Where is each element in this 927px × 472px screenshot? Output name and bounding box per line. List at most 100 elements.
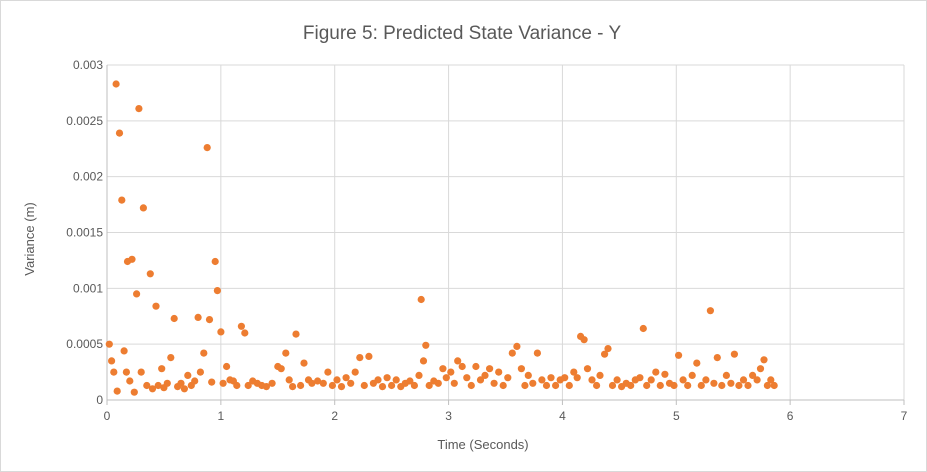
data-point [517, 365, 526, 373]
data-point [135, 105, 143, 113]
data-point [410, 381, 418, 390]
data-point [495, 368, 503, 376]
data-point [710, 379, 718, 387]
data-point [177, 379, 185, 387]
data-point [146, 270, 154, 278]
data-point [237, 322, 245, 330]
data-point [679, 376, 687, 384]
data-points [105, 80, 778, 396]
data-point [351, 368, 359, 376]
gridlines [107, 64, 905, 400]
data-point [289, 383, 297, 391]
data-point [481, 371, 489, 379]
data-point [472, 362, 480, 371]
data-point [513, 342, 521, 350]
data-point [122, 368, 130, 376]
data-point [661, 370, 669, 378]
data-point [392, 376, 400, 384]
data-point [308, 379, 316, 387]
data-point [675, 351, 683, 359]
data-point [447, 368, 455, 376]
data-point [139, 204, 147, 212]
data-point [756, 365, 765, 373]
data-point [324, 368, 332, 376]
data-point [753, 376, 761, 384]
data-point [499, 381, 507, 390]
x-tick-label: 0 [104, 409, 111, 423]
data-point [521, 381, 529, 390]
data-point [419, 357, 428, 365]
data-point [538, 376, 546, 384]
data-point [137, 368, 145, 376]
y-tick-label: 0.0005 [66, 337, 103, 351]
x-tick-label: 7 [901, 409, 908, 423]
data-point [148, 385, 157, 393]
data-point [570, 368, 578, 376]
data-point [314, 377, 322, 385]
data-point [108, 357, 116, 365]
data-point [727, 379, 735, 387]
data-point [627, 381, 635, 390]
data-point [593, 381, 601, 390]
data-point [277, 365, 285, 373]
data-point [739, 376, 748, 384]
data-point [608, 381, 617, 390]
y-tick-label: 0.0025 [66, 114, 103, 128]
data-point [328, 381, 336, 390]
data-point [702, 376, 710, 384]
axes [106, 65, 905, 405]
data-point [217, 328, 225, 336]
data-point [219, 379, 227, 387]
data-point [158, 365, 166, 373]
data-point [439, 365, 447, 373]
data-point [223, 362, 231, 371]
data-point [422, 341, 430, 349]
data-point [130, 388, 138, 396]
data-point [241, 329, 249, 337]
data-point [652, 368, 660, 376]
data-point [529, 379, 537, 387]
data-point [588, 376, 596, 384]
data-point [744, 381, 752, 390]
data-point [112, 80, 120, 88]
data-point [688, 371, 696, 379]
data-point [770, 381, 778, 390]
data-point [118, 196, 126, 204]
data-point [347, 379, 355, 387]
data-point [656, 381, 664, 390]
data-point [722, 371, 731, 379]
data-point [333, 376, 341, 384]
data-point [292, 330, 300, 338]
x-tick-label: 5 [673, 409, 680, 423]
data-point [152, 302, 160, 310]
data-point [105, 340, 113, 348]
data-point [749, 371, 757, 379]
data-point [211, 257, 219, 266]
data-point [486, 365, 494, 373]
data-point [601, 350, 609, 358]
y-tick-label: 0 [96, 393, 103, 407]
data-point [613, 376, 621, 384]
data-point [120, 347, 128, 355]
y-tick-label: 0.0015 [66, 226, 103, 240]
data-point [356, 354, 364, 362]
data-point [213, 287, 221, 295]
data-point [167, 354, 175, 362]
x-tick-label: 2 [331, 409, 338, 423]
data-point [143, 381, 151, 390]
data-point [388, 381, 396, 390]
data-point [533, 349, 542, 357]
data-point [115, 129, 124, 137]
data-point [233, 381, 241, 390]
data-point [378, 383, 387, 391]
data-point [365, 352, 373, 360]
data-point [639, 324, 647, 333]
data-point [561, 374, 569, 382]
data-point [406, 377, 414, 385]
data-point [244, 381, 252, 390]
data-point [319, 379, 327, 387]
data-point [596, 371, 604, 379]
data-point [463, 374, 471, 382]
data-point [417, 295, 425, 304]
data-point [670, 381, 678, 390]
